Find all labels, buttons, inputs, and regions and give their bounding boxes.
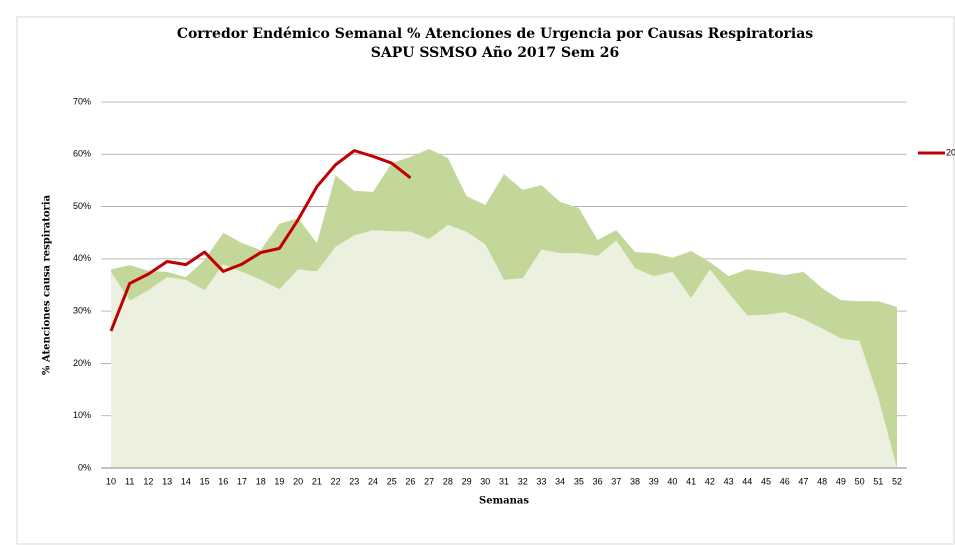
y-tick-label: 40% (73, 253, 91, 263)
x-tick-label: 23 (349, 476, 359, 486)
x-tick-label: 20 (293, 476, 303, 486)
x-tick-label: 41 (686, 476, 696, 486)
area-series (111, 224, 897, 468)
x-tick-label: 18 (256, 476, 266, 486)
chart-frame (16, 16, 955, 545)
x-tick-label: 28 (443, 476, 453, 486)
x-tick-label: 33 (536, 476, 546, 486)
x-tick-label: 21 (312, 476, 322, 486)
x-tick-label: 12 (143, 476, 153, 486)
x-tick-label: 19 (274, 476, 284, 486)
x-tick-label: 11 (125, 476, 134, 486)
x-tick-label: 43 (724, 476, 734, 486)
x-tick-label: 36 (593, 476, 603, 486)
y-tick-label: 50% (73, 201, 91, 211)
x-tick-label: 15 (200, 476, 210, 486)
x-tick-label: 13 (162, 476, 172, 486)
x-axis-title: Semanas (479, 496, 529, 507)
x-tick-label: 40 (667, 476, 677, 486)
x-tick-label: 22 (331, 476, 341, 486)
x-tick-label: 39 (649, 476, 659, 486)
chart-title: Corredor Endémico Semanal % Atenciones d… (177, 26, 813, 42)
x-tick-label: 29 (462, 476, 472, 486)
x-tick-label: 51 (873, 476, 883, 486)
x-tick-label: 26 (405, 476, 415, 486)
y-tick-label: 60% (73, 149, 91, 159)
x-tick-label: 38 (630, 476, 640, 486)
x-tick-label: 10 (106, 476, 116, 486)
x-tick-label: 49 (836, 476, 846, 486)
x-tick-label: 37 (611, 476, 621, 486)
x-tick-label: 46 (780, 476, 790, 486)
y-tick-label: 10% (73, 410, 91, 420)
y-tick-label: 70% (73, 96, 91, 106)
x-tick-label: 14 (181, 476, 191, 486)
y-axis-title: % Atenciones causa respiratoria (42, 194, 53, 375)
y-tick-label: 20% (73, 358, 91, 368)
legend-label: 20 (946, 147, 955, 157)
x-tick-label: 17 (237, 476, 247, 486)
y-tick-label: 30% (73, 306, 91, 316)
x-tick-label: 31 (499, 476, 509, 486)
x-tick-label: 16 (218, 476, 228, 486)
x-tick-label: 25 (387, 476, 397, 486)
x-tick-label: 44 (742, 476, 752, 486)
x-tick-label: 42 (705, 476, 715, 486)
x-tick-label: 27 (424, 476, 434, 486)
line-series (109, 149, 412, 332)
x-tick-label: 50 (855, 476, 865, 486)
x-tick-label: 30 (480, 476, 490, 486)
x-tick-label: 45 (761, 476, 771, 486)
x-tick-label: 52 (892, 476, 902, 486)
x-tick-label: 48 (817, 476, 827, 486)
x-tick-label: 47 (798, 476, 808, 486)
x-tick-label: 32 (518, 476, 528, 486)
y-tick-label: 0% (78, 462, 91, 472)
x-tick-label: 24 (368, 476, 378, 486)
x-tick-label: 35 (574, 476, 584, 486)
x-tick-label: 34 (555, 476, 565, 486)
chart-subtitle: SAPU SSMSO Año 2017 Sem 26 (371, 44, 619, 61)
